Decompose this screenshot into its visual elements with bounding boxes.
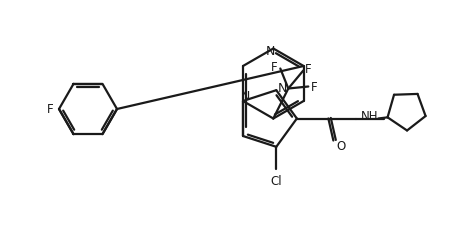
Text: NH: NH [361, 109, 378, 122]
Text: F: F [270, 61, 277, 74]
Text: N: N [277, 81, 286, 94]
Text: Cl: Cl [270, 174, 281, 187]
Text: O: O [336, 139, 345, 152]
Text: N: N [265, 45, 274, 58]
Text: N: N [240, 89, 249, 102]
Text: F: F [305, 63, 311, 76]
Text: F: F [47, 103, 54, 116]
Text: F: F [311, 81, 317, 94]
